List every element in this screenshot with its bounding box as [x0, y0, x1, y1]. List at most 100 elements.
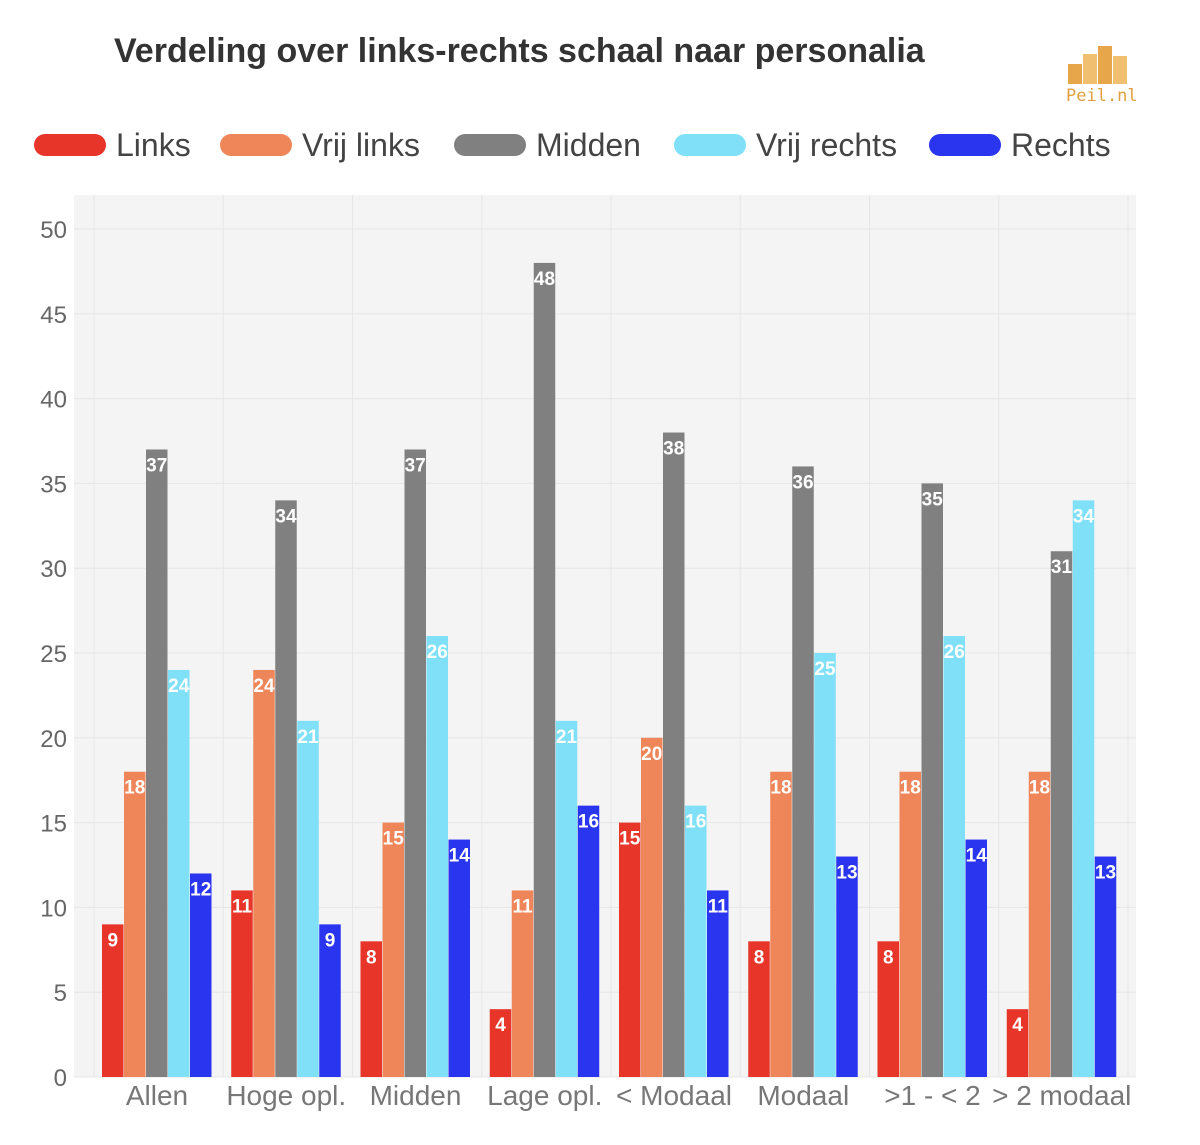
- bar-chart-logo-icon: [1068, 46, 1127, 84]
- data-label: 14: [449, 846, 471, 867]
- y-tick-label: 5: [54, 980, 67, 1007]
- bar: [382, 822, 404, 1077]
- bar: [1050, 551, 1073, 1077]
- bar: [1094, 856, 1117, 1077]
- y-tick-label: 40: [40, 387, 67, 414]
- data-label: 36: [792, 472, 813, 493]
- data-label: 11: [232, 896, 253, 917]
- bar: [168, 669, 190, 1077]
- y-tick-label: 50: [40, 217, 67, 244]
- y-tick-label: 20: [40, 726, 67, 753]
- bar: [770, 771, 792, 1077]
- legend-label: Rechts: [1011, 127, 1111, 163]
- data-label: 9: [325, 930, 336, 951]
- bar: [641, 737, 663, 1077]
- bar: [877, 941, 899, 1077]
- data-label: 13: [836, 863, 857, 884]
- bar: [297, 720, 319, 1077]
- data-label: 38: [663, 439, 684, 460]
- bar: [319, 924, 341, 1077]
- data-label: 37: [405, 455, 426, 476]
- data-label: 4: [495, 1015, 506, 1036]
- bar: [231, 890, 253, 1077]
- x-tick-label: Lage opl.: [487, 1080, 602, 1111]
- data-label: 37: [146, 455, 167, 476]
- y-tick-label: 25: [40, 641, 67, 668]
- data-label: 15: [619, 829, 641, 850]
- legend-label: Vrij rechts: [756, 127, 898, 163]
- bar: [1006, 1009, 1029, 1077]
- data-label: 11: [512, 896, 533, 917]
- data-label: 13: [1095, 863, 1116, 884]
- bar: [748, 941, 770, 1077]
- x-tick-label: Hoge opl.: [226, 1080, 346, 1111]
- legend-swatch: [929, 134, 1001, 156]
- data-label: 18: [124, 778, 145, 799]
- x-tick-label: Midden: [370, 1080, 462, 1111]
- legend-label: Midden: [536, 127, 641, 163]
- logo-text: Peil.nl: [1066, 86, 1138, 106]
- data-label: 18: [1029, 778, 1050, 799]
- bar: [275, 500, 297, 1077]
- bar: [814, 653, 836, 1077]
- bar: [511, 890, 534, 1077]
- y-tick-label: 15: [40, 811, 67, 838]
- bar: [1028, 771, 1051, 1077]
- bar: [124, 771, 146, 1077]
- data-label: 21: [297, 727, 319, 748]
- bar: [426, 636, 448, 1077]
- bar: [404, 449, 426, 1078]
- bar: [555, 720, 578, 1077]
- y-tick-label: 35: [40, 471, 67, 498]
- bar: [360, 941, 382, 1077]
- x-tick-label: Modaal: [757, 1080, 849, 1111]
- bar: [921, 483, 943, 1077]
- data-label: 21: [556, 727, 578, 748]
- bar: [965, 839, 987, 1077]
- data-label: 14: [966, 846, 988, 867]
- x-tick-label: < Modaal: [616, 1080, 732, 1111]
- bar: [448, 839, 470, 1077]
- bar: [190, 873, 212, 1077]
- bar: [619, 822, 641, 1077]
- data-label: 18: [770, 778, 791, 799]
- data-label: 48: [534, 269, 555, 290]
- bar: [533, 262, 556, 1077]
- legend-swatch: [34, 134, 106, 156]
- legend-swatch: [220, 134, 292, 156]
- data-label: 18: [900, 778, 921, 799]
- y-tick-label: 10: [40, 895, 67, 922]
- data-label: 34: [1073, 506, 1095, 527]
- legend-swatch: [454, 134, 526, 156]
- y-tick-label: 0: [54, 1065, 67, 1092]
- data-label: 31: [1051, 557, 1073, 578]
- bar: [707, 890, 729, 1077]
- x-tick-label: > 2 modaal: [992, 1080, 1131, 1111]
- y-tick-label: 45: [40, 302, 67, 329]
- data-label: 11: [708, 896, 729, 917]
- data-label: 8: [754, 947, 765, 968]
- legend-label: Vrij links: [302, 127, 420, 163]
- data-label: 8: [366, 947, 377, 968]
- data-label: 24: [168, 676, 190, 697]
- x-tick-label: Allen: [126, 1080, 188, 1111]
- bar: [489, 1009, 512, 1077]
- x-tick-label: >1 - < 2: [884, 1080, 981, 1111]
- bar: [663, 432, 685, 1077]
- bar: [146, 449, 168, 1078]
- peil-logo: Peil.nl: [1064, 42, 1138, 108]
- data-label: 34: [275, 506, 297, 527]
- bar: [836, 856, 858, 1077]
- data-label: 4: [1012, 1015, 1023, 1036]
- data-label: 9: [107, 930, 118, 951]
- data-label: 20: [641, 744, 662, 765]
- bar: [685, 805, 707, 1077]
- data-label: 26: [427, 642, 448, 663]
- bar: [102, 924, 124, 1077]
- bar: [899, 771, 921, 1077]
- bar: [792, 466, 814, 1077]
- legend-swatch: [674, 134, 746, 156]
- bar: [943, 636, 965, 1077]
- bar: [253, 669, 275, 1077]
